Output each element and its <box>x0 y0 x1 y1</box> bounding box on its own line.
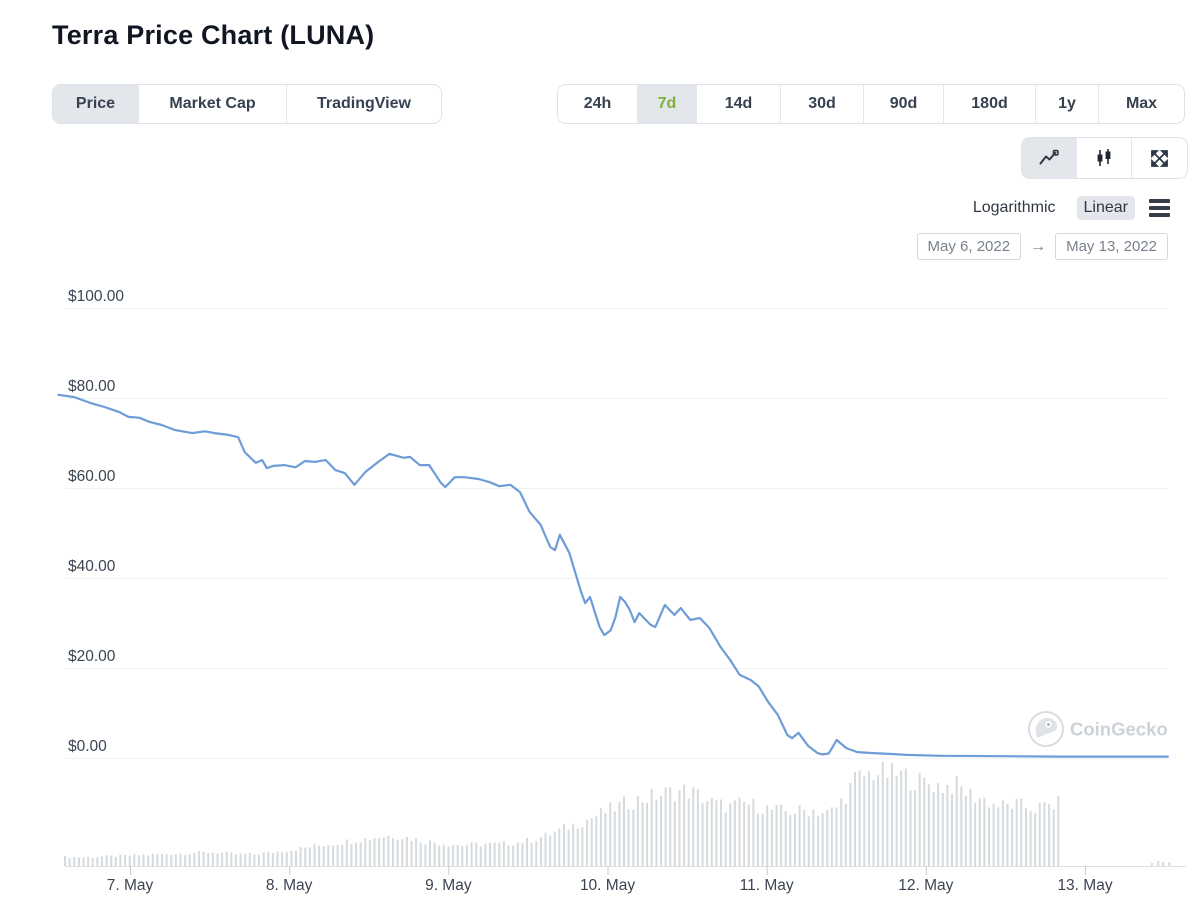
time-range-tab-group: 24h 7d 14d 30d 90d 180d 1y Max <box>557 84 1185 124</box>
chart-mode-tab-group: Price Market Cap TradingView <box>52 84 442 124</box>
range-tab-180d[interactable]: 180d <box>944 85 1036 123</box>
range-tab-7d[interactable]: 7d <box>638 85 697 123</box>
y-axis-label: $100.00 <box>68 288 124 305</box>
x-axis-label: 7. May <box>107 877 154 894</box>
price-line-series <box>57 393 1169 758</box>
x-axis-label: 9. May <box>425 877 472 894</box>
volume-bars <box>64 762 1171 866</box>
chart-type-fullscreen[interactable] <box>1132 138 1187 178</box>
range-tab-30d[interactable]: 30d <box>781 85 864 123</box>
scale-linear-button[interactable]: Linear <box>1076 196 1135 220</box>
chart-tab-market-cap[interactable]: Market Cap <box>139 85 287 123</box>
coingecko-watermark: CoinGecko <box>1028 711 1168 747</box>
date-range-row: May 6, 2022 → May 13, 2022 <box>916 233 1168 260</box>
range-tab-1y[interactable]: 1y <box>1036 85 1099 123</box>
x-axis-label: 11. May <box>740 877 794 894</box>
chart-type-line[interactable] <box>1022 138 1077 178</box>
chart-tab-tradingview[interactable]: TradingView <box>287 85 441 123</box>
y-axis-label: $20.00 <box>68 648 116 665</box>
x-axis-label: 10. May <box>580 877 635 894</box>
x-axis-ticks <box>130 866 1087 875</box>
price-chart[interactable]: $100.00 $80.00 $60.00 $40.00 $20.00 $0.00 7. M… <box>0 270 1200 918</box>
x-axis-labels: 7. May 8. May 9. May 10. May 11. May 12. May 1… <box>107 877 1113 894</box>
fullscreen-icon <box>1150 149 1169 168</box>
y-axis-label: $40.00 <box>68 558 116 575</box>
x-axis-label: 13. May <box>1057 877 1112 894</box>
date-from-input[interactable]: May 6, 2022 <box>916 233 1022 260</box>
range-tab-90d[interactable]: 90d <box>864 85 944 123</box>
y-axis-label: $80.00 <box>68 378 116 395</box>
scale-logarithmic-button[interactable]: Logarithmic <box>972 199 1056 216</box>
chart-tab-price[interactable]: Price <box>53 85 139 123</box>
watermark-text: CoinGecko <box>1070 719 1168 740</box>
x-axis-label: 8. May <box>266 877 313 894</box>
date-range-arrow-icon: → <box>1030 237 1047 255</box>
hamburger-menu-icon[interactable] <box>1149 197 1170 219</box>
chart-type-candlestick[interactable] <box>1077 138 1132 178</box>
y-axis-label: $60.00 <box>68 468 116 485</box>
line-chart-icon <box>1039 149 1059 167</box>
y-axis-labels: $100.00 $80.00 $60.00 $40.00 $20.00 $0.00 <box>68 288 124 755</box>
range-tab-24h[interactable]: 24h <box>558 85 638 123</box>
scale-toggle-row: Logarithmic Linear <box>966 196 1170 220</box>
y-axis-label: $0.00 <box>68 738 107 755</box>
range-tab-14d[interactable]: 14d <box>697 85 781 123</box>
x-axis-label: 12. May <box>898 877 953 894</box>
range-tab-max[interactable]: Max <box>1099 85 1184 123</box>
candlestick-icon <box>1095 148 1113 168</box>
page-title: Terra Price Chart (LUNA) <box>52 20 375 50</box>
date-to-input[interactable]: May 13, 2022 <box>1055 233 1168 260</box>
chart-type-toggle-group <box>1021 137 1188 179</box>
gridlines <box>65 308 1168 759</box>
